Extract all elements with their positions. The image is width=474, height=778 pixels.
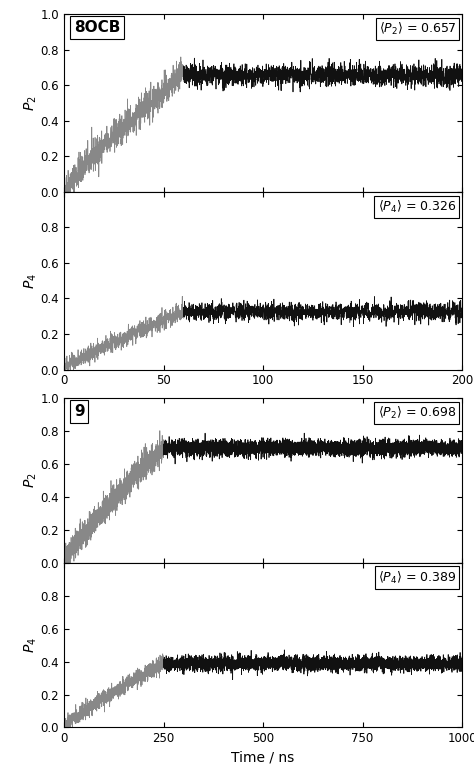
- Y-axis label: $P_4$: $P_4$: [23, 637, 39, 653]
- Text: $\langle P_4\rangle$ = 0.389: $\langle P_4\rangle$ = 0.389: [378, 569, 456, 586]
- Y-axis label: $P_2$: $P_2$: [23, 95, 39, 110]
- Text: $\langle P_4\rangle$ = 0.326: $\langle P_4\rangle$ = 0.326: [378, 199, 456, 215]
- Text: $\langle P_2\rangle$ = 0.698: $\langle P_2\rangle$ = 0.698: [378, 405, 456, 421]
- Text: 9: 9: [74, 404, 84, 419]
- Y-axis label: $P_2$: $P_2$: [23, 473, 39, 489]
- X-axis label: Time / ns: Time / ns: [231, 751, 295, 765]
- Text: 8OCB: 8OCB: [74, 20, 120, 35]
- Y-axis label: $P_4$: $P_4$: [23, 273, 39, 289]
- Text: $\langle P_2\rangle$ = 0.657: $\langle P_2\rangle$ = 0.657: [379, 21, 456, 37]
